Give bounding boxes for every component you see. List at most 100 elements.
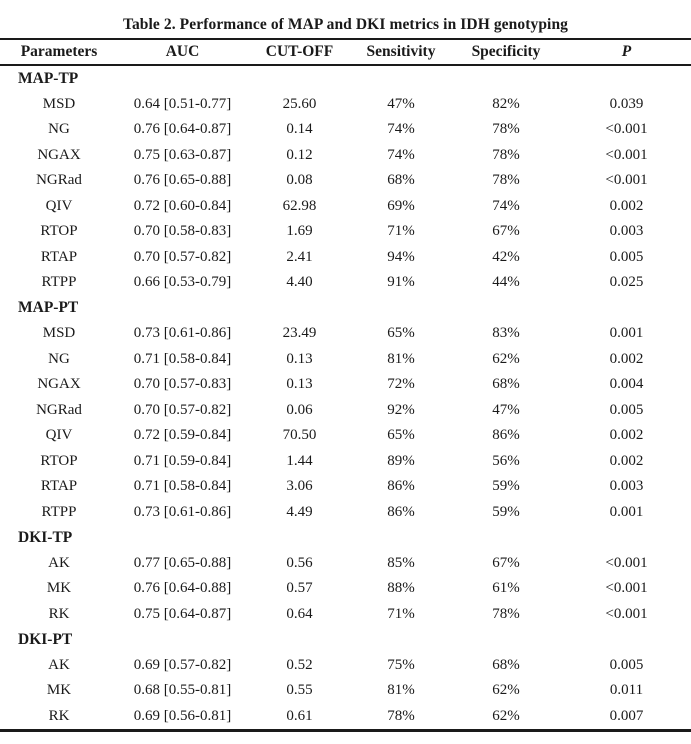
cell-auc: 0.70 [0.58-0.83] <box>133 223 232 240</box>
cell-auc: 0.76 [0.64-0.88] <box>133 580 232 597</box>
cell-auc: 0.75 [0.64-0.87] <box>133 605 232 622</box>
table-row: RK 0.75 [0.64-0.87] 0.64 71% 78% <0.001 <box>0 602 691 628</box>
cell-parameter: MSD <box>42 325 76 342</box>
column-header-p: P <box>621 43 632 60</box>
cell-parameter: RTAP <box>40 248 78 265</box>
cell-cut-off: 62.98 <box>282 197 317 214</box>
cell-cut-off: 0.57 <box>286 580 313 597</box>
cell-cut-off: 1.69 <box>286 223 313 240</box>
cell-specificity: 74% <box>492 197 520 214</box>
section-label: MAP-TP <box>18 69 79 87</box>
cell-auc: 0.71 [0.58-0.84] <box>133 350 232 367</box>
section-label: DKI-PT <box>18 630 73 648</box>
table-row: AK 0.69 [0.57-0.82] 0.52 75% 68% 0.005 <box>0 653 691 679</box>
cell-sensitivity: 71% <box>387 605 415 622</box>
cell-cut-off: 3.06 <box>286 478 313 495</box>
cell-parameter: AK <box>48 656 70 673</box>
cell-sensitivity: 86% <box>387 503 415 520</box>
cell-specificity: 67% <box>492 554 520 571</box>
cell-auc: 0.69 [0.56-0.81] <box>133 707 232 724</box>
column-header-parameters: Parameters <box>20 43 98 60</box>
cell-cut-off: 0.12 <box>286 146 313 163</box>
cell-p: 0.007 <box>609 707 644 724</box>
cell-auc: 0.73 [0.61-0.86] <box>133 325 232 342</box>
table-row: MSD 0.64 [0.51-0.77] 25.60 47% 82% 0.039 <box>0 92 691 118</box>
table-row: QIV 0.72 [0.59-0.84] 70.50 65% 86% 0.002 <box>0 423 691 449</box>
cell-parameter: NG <box>48 121 70 138</box>
cell-cut-off: 0.06 <box>286 401 313 418</box>
cell-sensitivity: 85% <box>387 554 415 571</box>
cell-sensitivity: 65% <box>387 427 415 444</box>
cell-p: <0.001 <box>605 554 648 571</box>
cell-parameter: RK <box>48 605 70 622</box>
table-row: NGRad 0.76 [0.65-0.88] 0.08 68% 78% <0.001 <box>0 168 691 194</box>
cell-auc: 0.73 [0.61-0.86] <box>133 503 232 520</box>
cell-parameter: MK <box>46 580 72 597</box>
cell-sensitivity: 72% <box>387 376 415 393</box>
cell-cut-off: 23.49 <box>282 325 317 342</box>
cell-auc: 0.76 [0.64-0.87] <box>133 121 232 138</box>
cell-auc: 0.72 [0.60-0.84] <box>133 197 232 214</box>
cell-cut-off: 1.44 <box>286 452 313 469</box>
cell-specificity: 67% <box>492 223 520 240</box>
cell-p: 0.004 <box>609 376 644 393</box>
cell-parameter: QIV <box>45 197 73 214</box>
cell-parameter: MSD <box>42 95 76 112</box>
cell-p: 0.002 <box>609 350 644 367</box>
cell-sensitivity: 88% <box>387 580 415 597</box>
cell-cut-off: 25.60 <box>282 95 317 112</box>
cell-cut-off: 70.50 <box>282 427 317 444</box>
cell-sensitivity: 71% <box>387 223 415 240</box>
cell-parameter: NGAX <box>37 376 81 393</box>
cell-p: 0.003 <box>609 478 644 495</box>
cell-p: 0.001 <box>609 325 644 342</box>
table-bottom-rule <box>0 729 691 732</box>
cell-parameter: RTOP <box>40 452 78 469</box>
cell-auc: 0.71 [0.59-0.84] <box>133 452 232 469</box>
cell-specificity: 78% <box>492 605 520 622</box>
cell-auc: 0.72 [0.59-0.84] <box>133 427 232 444</box>
cell-sensitivity: 92% <box>387 401 415 418</box>
table-row: RTOP 0.70 [0.58-0.83] 1.69 71% 67% 0.003 <box>0 219 691 245</box>
table-row: MSD 0.73 [0.61-0.86] 23.49 65% 83% 0.001 <box>0 321 691 347</box>
cell-specificity: 62% <box>492 707 520 724</box>
cell-sensitivity: 65% <box>387 325 415 342</box>
cell-specificity: 83% <box>492 325 520 342</box>
cell-sensitivity: 74% <box>387 121 415 138</box>
cell-specificity: 86% <box>492 427 520 444</box>
cell-cut-off: 2.41 <box>286 248 313 265</box>
cell-cut-off: 0.13 <box>286 350 313 367</box>
cell-cut-off: 0.13 <box>286 376 313 393</box>
cell-p: 0.039 <box>609 95 644 112</box>
cell-auc: 0.69 [0.57-0.82] <box>133 656 232 673</box>
table-row: RK 0.69 [0.56-0.81] 0.61 78% 62% 0.007 <box>0 704 691 730</box>
cell-auc: 0.76 [0.65-0.88] <box>133 172 232 189</box>
cell-auc: 0.68 [0.55-0.81] <box>133 682 232 699</box>
column-header-sensitivity: Sensitivity <box>366 43 436 60</box>
cell-specificity: 82% <box>492 95 520 112</box>
cell-p: <0.001 <box>605 121 648 138</box>
cell-p: 0.005 <box>609 401 644 418</box>
table-top-rule <box>0 38 691 40</box>
cell-p: 0.005 <box>609 656 644 673</box>
cell-p: <0.001 <box>605 605 648 622</box>
cell-specificity: 56% <box>492 452 520 469</box>
section-row: MAP-TP <box>0 66 691 92</box>
cell-cut-off: 0.61 <box>286 707 313 724</box>
cell-sensitivity: 68% <box>387 172 415 189</box>
table-row: AK 0.77 [0.65-0.88] 0.56 85% 67% <0.001 <box>0 551 691 577</box>
cell-auc: 0.77 [0.65-0.88] <box>133 554 232 571</box>
cell-specificity: 78% <box>492 121 520 138</box>
table-row: RTPP 0.66 [0.53-0.79] 4.40 91% 44% 0.025 <box>0 270 691 296</box>
cell-specificity: 78% <box>492 172 520 189</box>
cell-specificity: 44% <box>492 274 520 291</box>
cell-p: 0.005 <box>609 248 644 265</box>
cell-cut-off: 0.64 <box>286 605 313 622</box>
cell-specificity: 47% <box>492 401 520 418</box>
table-caption: Table 2. Performance of MAP and DKI metr… <box>122 16 569 33</box>
cell-auc: 0.70 [0.57-0.83] <box>133 376 232 393</box>
cell-sensitivity: 91% <box>387 274 415 291</box>
cell-auc: 0.71 [0.58-0.84] <box>133 478 232 495</box>
table-row: RTPP 0.73 [0.61-0.86] 4.49 86% 59% 0.001 <box>0 500 691 526</box>
table-row: NG 0.76 [0.64-0.87] 0.14 74% 78% <0.001 <box>0 117 691 143</box>
